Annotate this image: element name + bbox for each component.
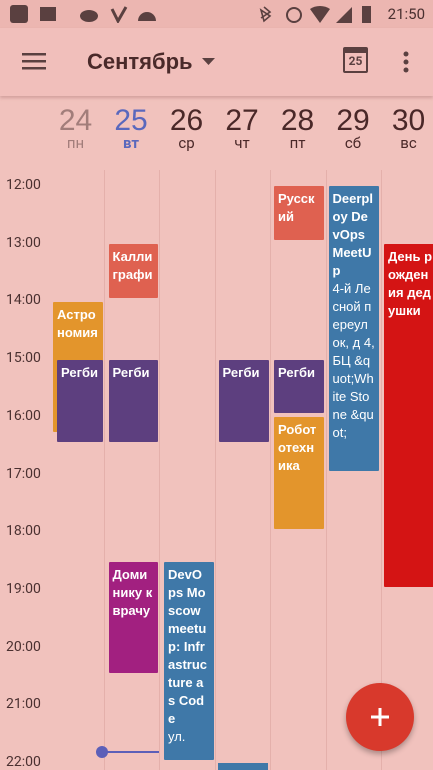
day-number: 25 [114, 104, 148, 137]
event-title: Каллиграфи [112, 249, 153, 282]
clock: 21:50 [387, 5, 425, 23]
day-header[interactable]: 30 вс [381, 104, 433, 152]
more-button[interactable] [402, 50, 410, 74]
hour-label: 18:00 [6, 523, 41, 540]
event[interactable]: Каллиграфи [108, 244, 158, 298]
column-divider [214, 170, 216, 770]
column-divider [381, 170, 382, 770]
weekday: пт [289, 134, 306, 152]
event-title: Робототехника [278, 422, 317, 473]
column-divider [103, 170, 105, 770]
hour-label: 22:00 [6, 754, 41, 770]
column-divider [270, 170, 271, 770]
event[interactable]: Регби [274, 360, 324, 413]
day-header[interactable]: 27 чт [215, 104, 270, 152]
menu-button[interactable] [22, 52, 46, 72]
plus-icon [371, 708, 389, 726]
event-title: Доминику к врачу [112, 567, 153, 618]
today-button[interactable]: 25 [343, 47, 368, 73]
hour-label: 17:00 [6, 465, 41, 482]
event[interactable]: Русский [274, 186, 324, 240]
day-header[interactable]: 29 сб [326, 104, 381, 152]
dropdown-arrow[interactable] [202, 58, 216, 66]
day-header[interactable]: 25 вт [104, 104, 159, 152]
event-title: Астрономия [57, 307, 98, 340]
notification-icons [10, 5, 156, 23]
day-number: 28 [280, 104, 315, 137]
weekday: чт [234, 134, 250, 152]
weekday: вс [400, 134, 417, 152]
weekday: ср [178, 134, 195, 152]
current-time-dot [96, 746, 108, 758]
event[interactable]: Робототехника [274, 417, 324, 529]
column-divider [159, 170, 160, 770]
day-number: 29 [336, 104, 370, 137]
event-location: ул. [168, 729, 186, 744]
event-title: Регби [61, 365, 99, 380]
day-number: 30 [391, 104, 426, 137]
weekday: вт [122, 134, 140, 152]
event-title: Русский [278, 191, 315, 224]
current-time-line [101, 751, 159, 753]
column-divider [325, 170, 327, 770]
event-title: DevOps Moscow meetup: Infrastructure as … [168, 567, 208, 726]
event-title: Deerploy DevOps MeetUp [332, 191, 373, 278]
hour-label: 19:00 [6, 580, 41, 597]
month-title[interactable]: Сентябрь [87, 49, 193, 74]
hour-label: 16:00 [6, 407, 41, 424]
event[interactable]: Deerploy DevOps MeetUp 4-й Лесной переуло… [328, 186, 379, 471]
event-partial[interactable] [218, 763, 268, 770]
hour-label: 20:00 [6, 638, 41, 655]
hour-label: 15:00 [6, 350, 41, 367]
toolbar: Сентябрь 25 [0, 28, 433, 96]
day-header[interactable]: 24 пн [48, 104, 103, 152]
day-header[interactable]: 26 ср [159, 104, 214, 152]
weekday: пн [66, 134, 85, 152]
event[interactable]: DevOps Moscow meetup: Infrastructure as … [164, 562, 214, 760]
status-bar: 21:50 [0, 0, 433, 28]
hour-label: 13:00 [6, 234, 41, 251]
event-title: Регби [222, 365, 260, 380]
add-event-button[interactable] [346, 683, 414, 751]
weekday: сб [344, 134, 362, 152]
event[interactable]: Регби [57, 360, 103, 442]
event[interactable]: День рождения дедушки [384, 244, 433, 587]
event-title: Регби [112, 365, 150, 380]
event[interactable]: Регби [218, 360, 269, 442]
event-title: Регби [278, 365, 316, 380]
day-number: 24 [58, 104, 93, 137]
event[interactable]: Доминику к врачу [108, 562, 158, 673]
event[interactable]: Регби [108, 360, 158, 442]
system-icons [259, 5, 371, 23]
hour-label: 21:00 [6, 696, 41, 713]
event-location: 4-й Лесной переулок, д 4, БЦ &quot;White… [332, 281, 375, 440]
event-title: День рождения дедушки [388, 249, 433, 318]
hour-label: 14:00 [6, 292, 41, 309]
day-header[interactable]: 28 пт [270, 104, 325, 152]
hour-label: 12:00 [6, 177, 41, 193]
day-number: 26 [169, 104, 204, 137]
day-number: 27 [225, 104, 259, 137]
